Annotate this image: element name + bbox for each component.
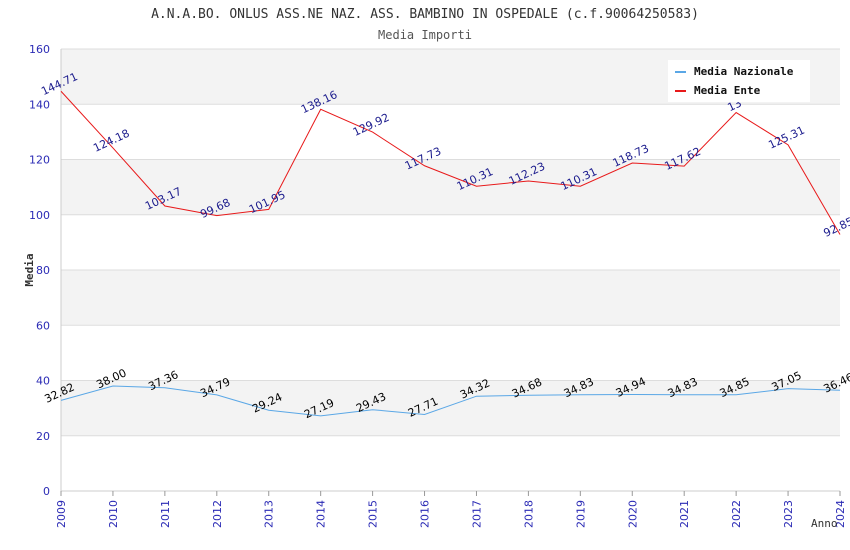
chart-title: A.N.A.BO. ONLUS ASS.NE NAZ. ASS. BAMBINO…	[151, 7, 699, 22]
series-line	[60, 385, 841, 417]
y-tick-label: 120	[29, 154, 50, 167]
legend-label: Media Ente	[694, 84, 761, 97]
y-tick-label: 100	[29, 209, 50, 222]
grid-band	[61, 104, 840, 160]
x-tick-label: 2011	[159, 500, 172, 528]
y-tick-label: 160	[29, 43, 50, 56]
grid-band	[61, 325, 840, 381]
grid-band	[61, 270, 840, 326]
grid-band	[61, 380, 840, 436]
y-tick-label: 0	[43, 485, 50, 498]
grid-band	[61, 214, 840, 270]
grid-band	[61, 435, 840, 491]
x-tick-label: 2014	[315, 500, 328, 528]
x-tick-label: 2018	[522, 500, 535, 528]
x-tick-label: 2022	[730, 500, 743, 528]
x-tick-label: 2017	[470, 500, 483, 528]
series-layer	[60, 90, 841, 417]
x-tick-label: 2020	[626, 500, 639, 528]
x-tick-label: 2012	[211, 500, 224, 528]
grid-bands	[61, 48, 840, 492]
legend-label: Media Nazionale	[694, 65, 794, 78]
axes	[60, 49, 840, 492]
series-line	[60, 90, 841, 235]
legend-box	[668, 60, 810, 102]
y-tick-label: 20	[36, 430, 50, 443]
y-axis-label: Media	[23, 253, 36, 286]
y-tick-label: 60	[36, 319, 50, 332]
y-tick-label: 80	[36, 264, 50, 277]
x-tick-label: 2009	[55, 500, 68, 528]
legend: Media Nazionale Media Ente	[668, 60, 810, 102]
chart-subtitle: Media Importi	[378, 28, 472, 42]
x-tick-label: 2015	[367, 500, 380, 528]
y-tick-label: 140	[29, 98, 50, 111]
x-axis-ticks: 2009 2010 2011 2012 2013 2014 2015 2016 2017 2018…	[55, 491, 847, 528]
x-tick-label: 2023	[782, 500, 795, 528]
x-tick-label: 2024	[834, 500, 847, 528]
x-tick-label: 2016	[419, 500, 432, 528]
y-tick-label: 40	[36, 375, 50, 388]
x-tick-label: 2019	[574, 500, 587, 528]
y-axis-ticks: 0 20 40 60 80 100 120 140 160	[29, 43, 50, 498]
x-tick-label: 2010	[107, 500, 120, 528]
grid-band	[61, 159, 840, 215]
x-axis-label: Anno	[811, 517, 838, 530]
x-tick-label: 2021	[678, 500, 691, 528]
x-tick-label: 2013	[263, 500, 276, 528]
